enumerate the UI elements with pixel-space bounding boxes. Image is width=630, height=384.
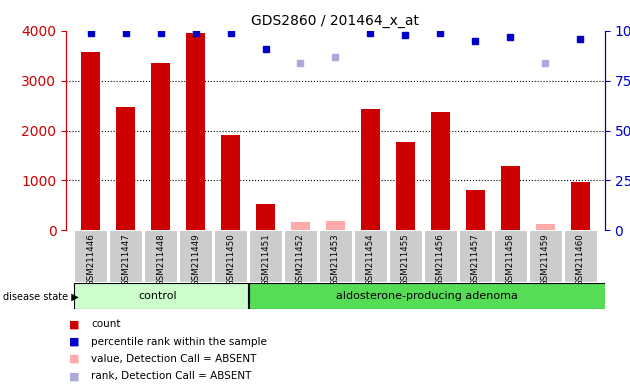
Text: GSM211449: GSM211449 <box>191 233 200 286</box>
Text: GSM211452: GSM211452 <box>296 233 305 286</box>
Bar <box>361 109 380 230</box>
Text: percentile rank within the sample: percentile rank within the sample <box>91 337 267 347</box>
Bar <box>389 230 422 282</box>
Bar <box>459 230 492 282</box>
Text: control: control <box>138 291 177 301</box>
Bar <box>291 222 310 230</box>
Text: disease state ▶: disease state ▶ <box>3 291 79 301</box>
Bar <box>326 222 345 230</box>
Bar <box>431 112 450 230</box>
Bar <box>179 230 212 282</box>
Bar <box>536 224 555 230</box>
Bar <box>319 230 352 282</box>
Bar <box>529 230 562 282</box>
Text: aldosterone-producing adenoma: aldosterone-producing adenoma <box>336 291 518 301</box>
Bar <box>151 63 170 230</box>
Bar <box>493 230 527 282</box>
Bar <box>116 107 135 230</box>
Bar <box>74 230 108 282</box>
Bar <box>144 230 178 282</box>
Bar <box>249 283 611 309</box>
Bar <box>284 230 318 282</box>
Bar <box>214 230 248 282</box>
Text: GSM211450: GSM211450 <box>226 233 235 286</box>
Bar <box>256 204 275 230</box>
Text: GSM211447: GSM211447 <box>121 233 130 286</box>
Text: GSM211460: GSM211460 <box>576 233 585 286</box>
Text: GSM211448: GSM211448 <box>156 233 165 286</box>
Text: GSM211459: GSM211459 <box>541 233 550 286</box>
Bar <box>81 52 100 230</box>
Bar <box>563 230 597 282</box>
Bar <box>74 283 248 309</box>
Bar <box>501 166 520 230</box>
Title: GDS2860 / 201464_x_at: GDS2860 / 201464_x_at <box>251 14 420 28</box>
Text: GSM211457: GSM211457 <box>471 233 480 286</box>
Text: GSM211453: GSM211453 <box>331 233 340 286</box>
Bar <box>571 182 590 230</box>
Bar <box>249 230 282 282</box>
Text: value, Detection Call = ABSENT: value, Detection Call = ABSENT <box>91 354 257 364</box>
Text: ■: ■ <box>69 371 80 381</box>
Bar <box>221 134 240 230</box>
Bar <box>423 230 457 282</box>
Text: GSM211454: GSM211454 <box>366 233 375 286</box>
Bar <box>396 142 415 230</box>
Text: ■: ■ <box>69 319 80 329</box>
Bar <box>353 230 387 282</box>
Text: ■: ■ <box>69 337 80 347</box>
Text: GSM211451: GSM211451 <box>261 233 270 286</box>
Bar <box>109 230 142 282</box>
Text: GSM211455: GSM211455 <box>401 233 410 286</box>
Text: GSM211456: GSM211456 <box>436 233 445 286</box>
Bar <box>466 190 485 230</box>
Text: count: count <box>91 319 121 329</box>
Text: rank, Detection Call = ABSENT: rank, Detection Call = ABSENT <box>91 371 252 381</box>
Text: GSM211458: GSM211458 <box>506 233 515 286</box>
Text: ■: ■ <box>69 354 80 364</box>
Text: GSM211446: GSM211446 <box>86 233 95 286</box>
Bar <box>186 33 205 230</box>
